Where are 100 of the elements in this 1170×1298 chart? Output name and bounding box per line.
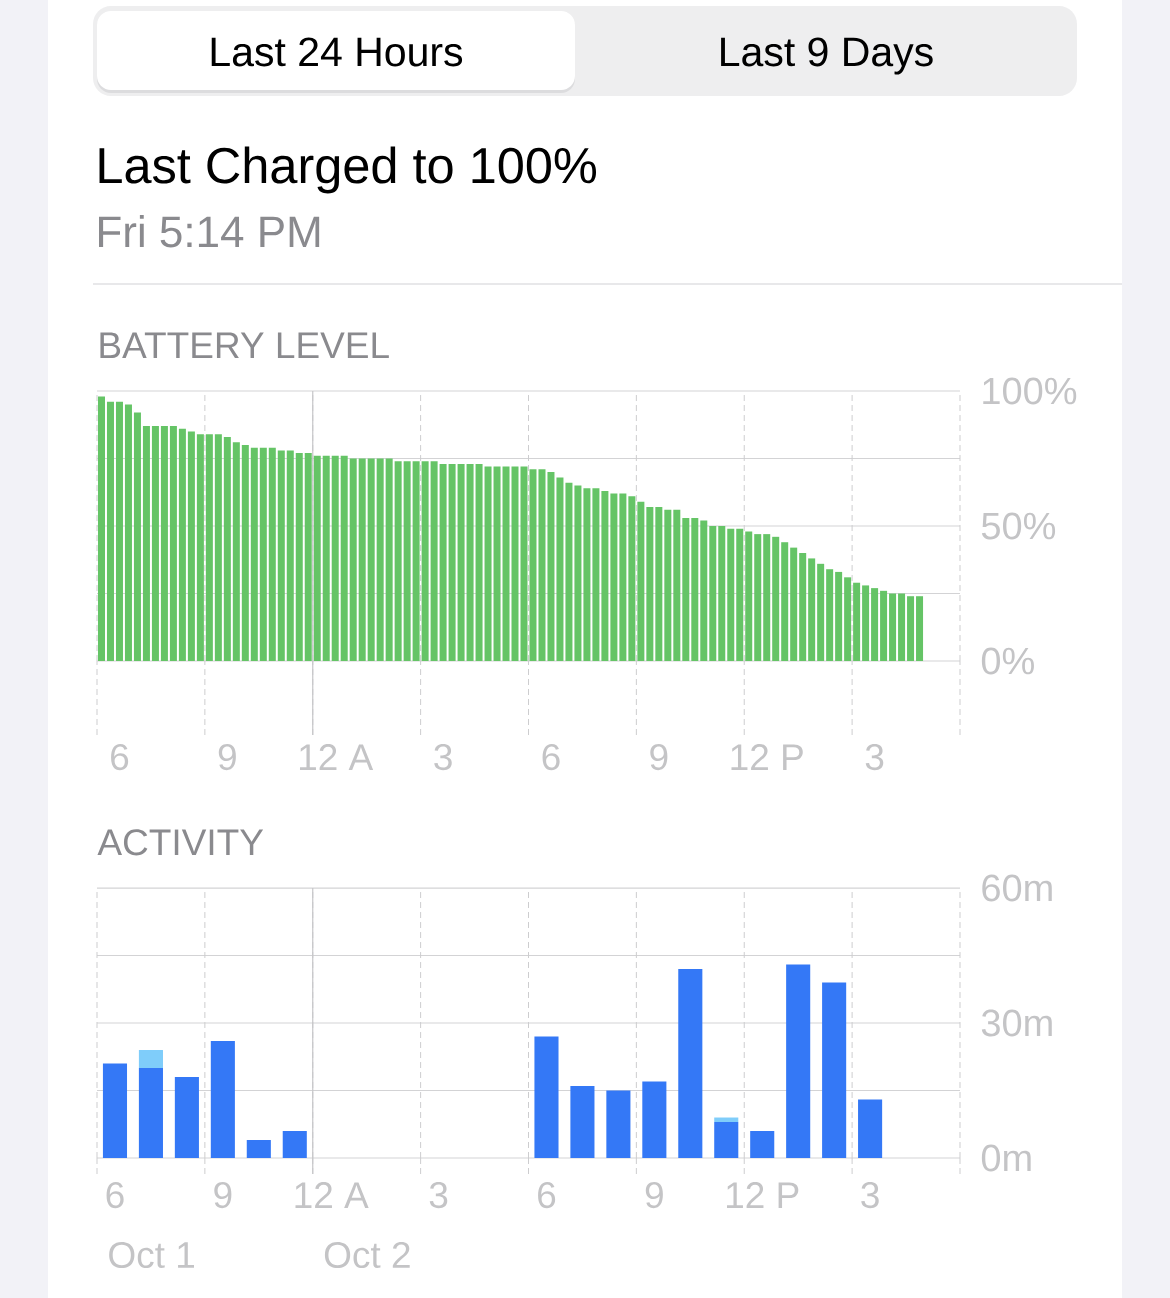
bar [709,526,717,662]
bar [817,563,825,662]
bar [106,401,114,662]
bar [637,501,645,662]
bar [502,466,510,662]
x-tick-label: 3 [861,1181,879,1209]
bar [799,553,807,662]
y-tick-label: 0m [981,1144,1031,1172]
bar [196,434,204,662]
x-tick-label: 6 [106,1181,124,1209]
bar [187,431,195,662]
x-tick-label: 9 [214,1181,232,1209]
text: Last 9 Days [721,37,933,75]
bar [727,528,735,662]
bar [340,455,348,662]
bar [754,534,762,662]
x-tick-label: 12 A [295,1182,369,1208]
text: Fri 5:14 PM [99,215,320,248]
bar [223,436,231,662]
x-tick-label: 9 [218,743,236,771]
bar [412,461,420,662]
bar [718,526,726,662]
bar [282,1131,307,1159]
bar [133,412,141,662]
bar [138,1050,163,1069]
bar [259,447,267,662]
bar [178,428,186,662]
bar [678,969,703,1159]
bar [646,507,654,662]
bar [898,593,906,662]
bar [534,1036,559,1159]
bar [115,401,123,662]
bar [322,455,330,662]
bar [313,455,321,662]
bar [750,1131,775,1159]
bar [421,461,429,662]
bar [331,455,339,662]
bar [138,1068,163,1159]
bar [565,482,573,662]
bar [430,461,438,662]
bar [610,493,618,662]
bar [394,461,402,662]
bar [916,596,924,662]
bar [714,1122,739,1159]
bar [439,463,447,662]
bar [772,536,780,662]
bar [858,1099,883,1159]
text: Last Charged to 100% [99,146,597,194]
bar [673,509,681,662]
bar [871,588,879,662]
x-tick-label: 6 [538,1181,556,1209]
bar [169,426,177,662]
text: Oct 2 [324,1241,410,1269]
bar [151,426,159,662]
bar [448,463,456,662]
bar [844,577,852,662]
bar [642,1081,667,1159]
bar [682,517,690,662]
bar [367,458,375,662]
bar [664,509,672,662]
bar [889,593,897,662]
bar [570,1086,595,1159]
bar [691,517,699,662]
bar [241,445,249,662]
bar [250,447,258,662]
bar [376,458,384,662]
text: Last 24 Hours [211,37,463,67]
bar [214,434,222,662]
x-tick-label: 9 [645,1181,663,1209]
bar [358,458,366,662]
bar [466,463,474,662]
x-tick-label: 6 [542,743,560,771]
bar [277,450,285,662]
bar [700,520,708,662]
bar [592,488,600,662]
bar [232,442,240,662]
y-tick-label: 100% [983,377,1077,405]
x-tick-label: 12 A [300,744,374,770]
x-tick-label: 3 [434,743,452,771]
bar [403,461,411,662]
text: Oct 1 [109,1241,195,1269]
bar [286,450,294,662]
bar [790,547,798,662]
y-tick-label: 50% [981,512,1056,540]
x-tick-label: 12 P [727,1182,799,1208]
bar [808,558,816,662]
y-tick-label: 60m [982,874,1052,902]
x-tick-label: 6 [111,743,129,771]
bar [880,590,888,662]
bar [457,463,465,662]
x-tick-label: 3 [865,743,884,771]
bar [745,531,753,662]
bar [205,434,213,662]
y-tick-label: 0% [981,647,1034,675]
bar [160,426,168,662]
bar [210,1041,235,1159]
bar [547,472,555,662]
bar [98,396,106,662]
bar [826,569,834,662]
bar [583,488,591,662]
